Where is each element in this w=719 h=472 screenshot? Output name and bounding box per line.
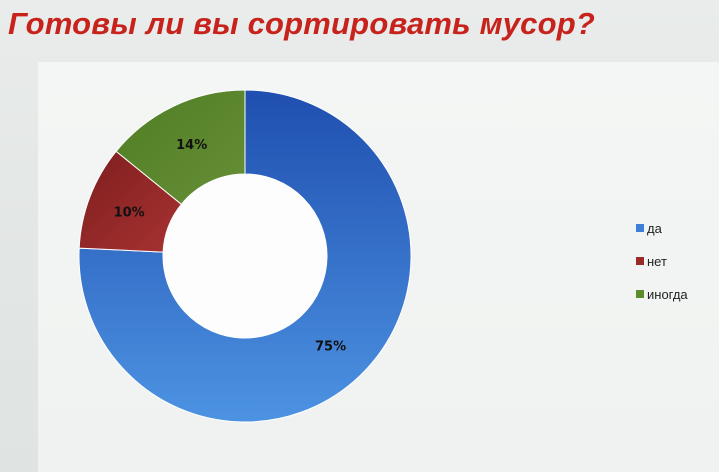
data-label-net: 10% <box>114 206 145 221</box>
segment-da <box>78 89 412 423</box>
legend-swatch-inogda <box>636 290 644 298</box>
legend-label-da: да <box>647 220 662 236</box>
legend-item-inogda: иногда <box>636 286 688 302</box>
legend-swatch-net <box>636 257 644 265</box>
data-label-inogda: 14% <box>176 138 207 153</box>
doughnut-hole <box>163 174 327 338</box>
chart-title: Готовы ли вы сортировать мусор? <box>8 6 596 41</box>
data-label-da: 75% <box>315 340 346 355</box>
legend-label-inogda: иногда <box>647 286 688 302</box>
legend-item-net: нет <box>636 253 688 269</box>
legend-item-da: да <box>636 220 688 236</box>
legend: да нет иногда <box>636 221 688 320</box>
legend-label-net: нет <box>647 253 667 269</box>
legend-swatch-da <box>636 224 644 232</box>
